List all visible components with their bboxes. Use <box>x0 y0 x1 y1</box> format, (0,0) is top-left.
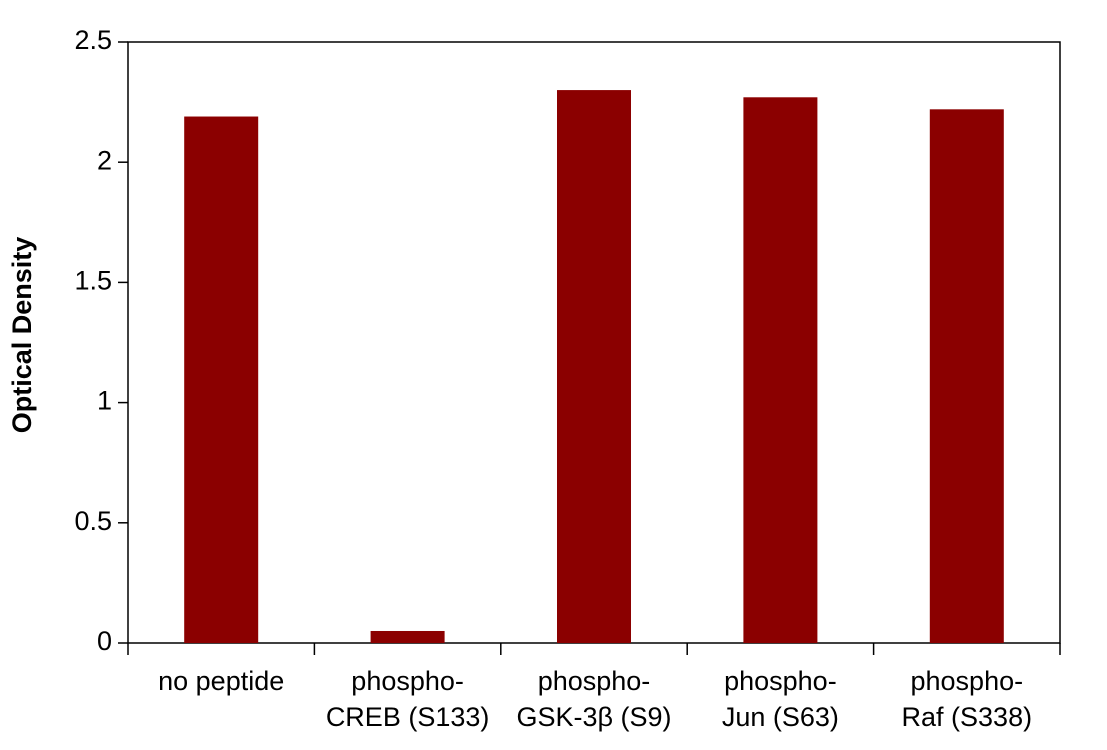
bar <box>184 116 259 644</box>
y-tick-label: 1 <box>97 386 112 416</box>
bar <box>557 90 631 643</box>
y-tick-label: 2.5 <box>74 25 112 55</box>
y-tick-label: 0 <box>97 626 112 656</box>
x-tick-label: Jun (S63) <box>722 702 839 732</box>
y-tick-label: 2 <box>97 145 112 175</box>
x-tick-label: phospho- <box>724 666 837 696</box>
bar <box>370 630 445 643</box>
y-axis-label: Optical Density <box>7 237 37 434</box>
y-tick-label: 1.5 <box>74 266 112 296</box>
x-tick-label: phospho- <box>351 666 464 696</box>
x-tick-label: no peptide <box>158 666 284 696</box>
x-tick-label: Raf (S338) <box>902 702 1033 732</box>
y-tick-label: 0.5 <box>74 506 112 536</box>
x-tick-label: CREB (S133) <box>326 702 490 732</box>
bar <box>929 109 1004 643</box>
x-tick-label: phospho- <box>911 666 1024 696</box>
bar <box>743 97 818 644</box>
x-tick-label: phospho- <box>538 666 651 696</box>
x-tick-label: GSK-3β (S9) <box>516 702 671 732</box>
